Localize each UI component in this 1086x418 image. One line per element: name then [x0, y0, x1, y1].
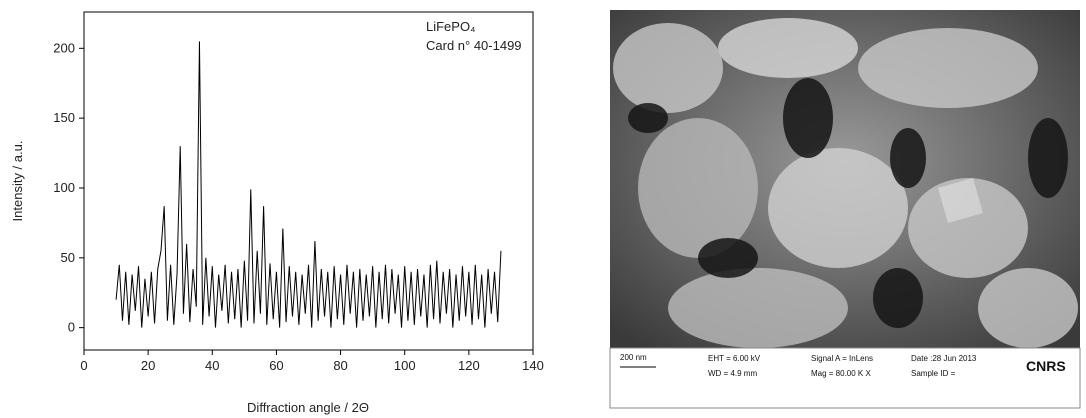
y-axis-label: Intensity / a.u. — [10, 141, 25, 222]
info-label: Sample ID = — [911, 369, 956, 378]
y-tick-label: 150 — [53, 110, 75, 125]
info-label: Date :28 Jun 2013 — [911, 354, 977, 363]
info-label: EHT = 6.00 kV — [708, 354, 761, 363]
info-bar — [609, 347, 1081, 409]
x-tick-label: 100 — [394, 358, 416, 373]
x-tick-label: 60 — [269, 358, 283, 373]
sem-image: 200 nm EHT = 6.00 kV WD = 4.9 mm Signal … — [609, 10, 1081, 409]
x-tick-label: 140 — [522, 358, 544, 373]
pores — [628, 78, 1068, 328]
x-tick-label: 120 — [458, 358, 480, 373]
y-tick-label: 100 — [53, 180, 75, 195]
info-label: Signal A = InLens — [811, 354, 873, 363]
x-tick-label: 80 — [333, 358, 347, 373]
info-label: Mag = 80.00 K X — [811, 369, 871, 378]
annotation: LiFePO₄ — [426, 19, 475, 34]
particles — [613, 18, 1078, 348]
x-tick-label: 20 — [141, 358, 155, 373]
x-tick-label: 40 — [205, 358, 219, 373]
data-line — [115, 41, 502, 328]
y-tick-label: 50 — [61, 250, 75, 265]
y-tick-label: 200 — [53, 40, 75, 55]
x-axis-label: Diffraction angle / 2Θ — [247, 400, 369, 415]
scale-label: 200 nm — [620, 353, 647, 362]
x-tick-label: 0 — [80, 358, 87, 373]
info-label: WD = 4.9 mm — [708, 369, 757, 378]
y-tick-label: 0 — [68, 320, 75, 335]
logo: CNRS — [1026, 358, 1066, 374]
annotation: Card n° 40-1499 — [426, 38, 522, 53]
xrd-chart: Diffraction angle / 2Θ Intensity / a.u. … — [10, 11, 544, 415]
plot-frame — [83, 11, 534, 351]
